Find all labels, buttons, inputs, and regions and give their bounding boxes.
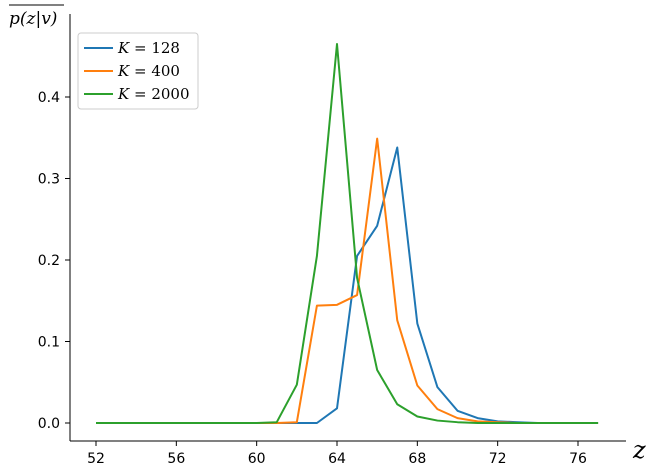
axes [69, 14, 626, 442]
legend: K = 128 K = 400 K = 2000 [77, 32, 199, 110]
x-axis-label: z [632, 436, 646, 464]
legend-label: K = 2000 [117, 85, 190, 103]
x-tick-label: 76 [569, 451, 587, 467]
y-axis-label: p(z|v) [9, 4, 64, 29]
x-tick-label: 56 [167, 451, 185, 467]
legend-label: K = 400 [117, 62, 180, 80]
series-line-1 [96, 146, 599, 424]
x-tick-label: 52 [87, 451, 105, 467]
series-line-3 [96, 43, 599, 424]
y-tick-label: 0.3 [38, 172, 60, 188]
legend-label: K = 128 [117, 39, 180, 57]
series-line-2 [96, 137, 599, 424]
x-tick-label: 64 [328, 451, 346, 467]
x-tick-label: 72 [489, 451, 507, 467]
y-tick-label: 0.4 [38, 90, 60, 106]
x-tick-label: 60 [248, 451, 266, 467]
x-ticks: 52 56 60 64 68 72 76 [87, 441, 587, 467]
y-tick-label: 0.0 [38, 416, 60, 432]
y-axis-label-text: p(z|v) [9, 9, 57, 29]
y-tick-label: 0.1 [38, 335, 60, 351]
x-tick-label: 68 [408, 451, 426, 467]
y-ticks: 0.0 0.1 0.2 0.3 0.4 [38, 90, 70, 432]
series-lines [96, 43, 599, 424]
y-tick-label: 0.2 [38, 253, 60, 269]
legend-frame [77, 32, 199, 110]
